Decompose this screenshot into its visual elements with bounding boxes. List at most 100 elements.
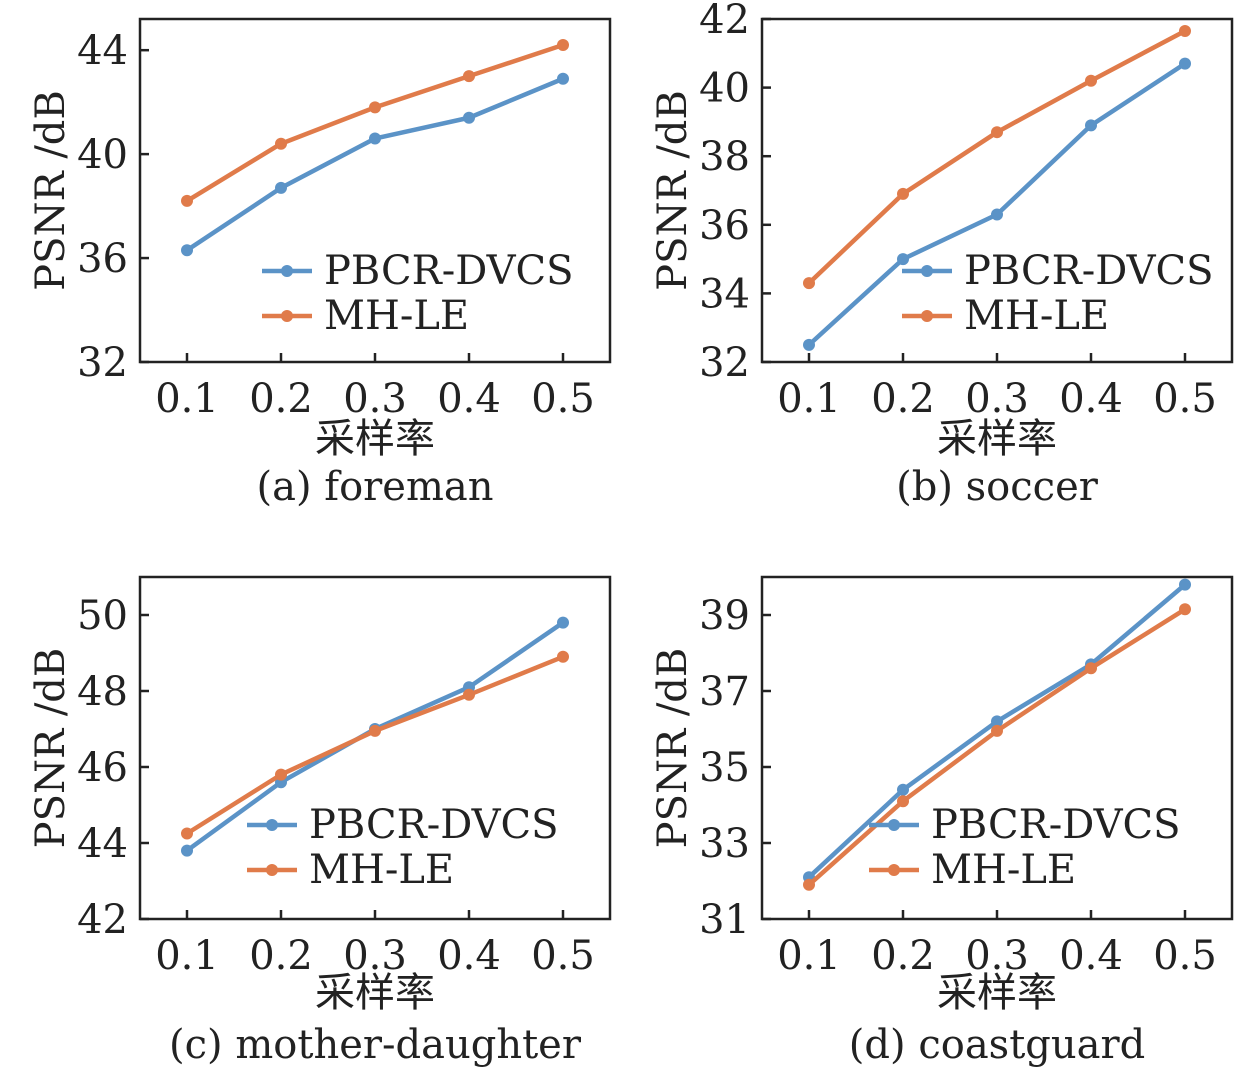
data-point — [803, 277, 815, 290]
data-point — [557, 72, 569, 85]
data-point — [275, 137, 287, 150]
y-tick-label: 38 — [699, 134, 750, 180]
panel-caption: (c) mother-daughter — [169, 1022, 582, 1068]
x-tick-label: 0.3 — [965, 376, 1029, 422]
panel-caption: (d) coastguard — [849, 1022, 1145, 1068]
x-axis-label: 采样率 — [315, 416, 435, 462]
chart-panel-4: 0.1 0.2 0.3 0.4 0.5 31 33 35 37 39 采样率 PSNR /dB PBCR… — [650, 575, 1234, 1068]
y-tick-label: 44 — [77, 821, 128, 867]
y-tick-label: 42 — [699, 0, 750, 43]
data-point — [275, 181, 287, 194]
data-point — [557, 38, 569, 51]
data-point — [181, 827, 193, 840]
data-point — [897, 187, 909, 200]
data-point — [557, 616, 569, 629]
data-point — [181, 194, 193, 207]
data-point — [463, 111, 475, 124]
data-point — [557, 650, 569, 663]
legend-label: PBCR-DVCS — [931, 802, 1181, 848]
data-point — [897, 253, 909, 266]
data-point — [1179, 25, 1191, 38]
y-tick-label: 36 — [77, 236, 128, 282]
x-tick-label: 0.3 — [965, 933, 1029, 979]
data-point — [991, 724, 1003, 737]
data-point — [897, 783, 909, 796]
legend-swatch-marker — [281, 265, 293, 277]
legend-label: MH-LE — [309, 847, 454, 893]
data-point — [803, 878, 815, 891]
x-axis-label: 采样率 — [315, 970, 435, 1016]
y-tick-label: 31 — [699, 897, 750, 943]
data-point — [1179, 578, 1191, 591]
x-tick-label: 0.3 — [343, 376, 407, 422]
y-tick-label: 40 — [77, 132, 128, 178]
y-axis-label: PSNR /dB — [650, 90, 696, 291]
data-point — [369, 724, 381, 737]
x-tick-label: 0.2 — [249, 376, 313, 422]
data-point — [991, 715, 1003, 728]
y-tick-label: 34 — [699, 271, 750, 317]
data-point — [897, 795, 909, 808]
x-tick-label: 0.1 — [155, 933, 219, 979]
y-tick-label: 33 — [699, 821, 750, 867]
x-tick-label: 0.2 — [249, 933, 313, 979]
series-line-mh-le — [806, 28, 1188, 286]
x-tick-label: 0.4 — [437, 933, 501, 979]
legend-swatch-marker — [921, 310, 933, 322]
y-tick-label: 32 — [699, 340, 750, 386]
legend-swatch-marker — [266, 819, 278, 831]
x-tick-label: 0.1 — [155, 376, 219, 422]
data-point — [463, 70, 475, 83]
data-point — [1085, 119, 1097, 132]
legend-label: MH-LE — [931, 847, 1076, 893]
x-tick-label: 0.5 — [531, 933, 595, 979]
x-tick-label: 0.5 — [1153, 933, 1217, 979]
y-tick-label: 44 — [77, 28, 128, 74]
y-tick-label: 36 — [699, 203, 750, 249]
legend-swatch-marker — [888, 819, 900, 831]
legend-swatch-marker — [921, 265, 933, 277]
y-tick-label: 32 — [77, 340, 128, 386]
y-tick-label: 40 — [699, 66, 750, 112]
x-tick-label: 0.4 — [437, 376, 501, 422]
data-point — [181, 844, 193, 857]
x-axis-label: 采样率 — [937, 416, 1057, 462]
legend-label: PBCR-DVCS — [324, 248, 574, 294]
data-point — [1085, 662, 1097, 675]
y-tick-label: 37 — [699, 669, 750, 715]
data-point — [991, 208, 1003, 221]
y-axis-label: PSNR /dB — [28, 648, 74, 849]
data-point — [803, 338, 815, 351]
y-tick-label: 50 — [77, 593, 128, 639]
x-tick-label: 0.4 — [1059, 933, 1123, 979]
legend-label: MH-LE — [324, 293, 469, 339]
y-tick-label: 39 — [699, 593, 750, 639]
legend-swatch-marker — [888, 864, 900, 876]
x-axis-label: 采样率 — [937, 970, 1057, 1016]
series-line-mh-le — [184, 42, 566, 204]
legend-label: PBCR-DVCS — [964, 248, 1214, 294]
y-tick-label: 35 — [699, 745, 750, 791]
y-axis-label: PSNR /dB — [28, 90, 74, 291]
x-tick-label: 0.2 — [871, 376, 935, 422]
data-point — [1085, 74, 1097, 87]
x-tick-label: 0.4 — [1059, 376, 1123, 422]
y-tick-label: 46 — [77, 745, 128, 791]
y-tick-label: 42 — [77, 897, 128, 943]
data-point — [1179, 57, 1191, 70]
panel-caption: (a) foreman — [257, 464, 494, 510]
data-point — [369, 101, 381, 114]
x-tick-label: 0.3 — [343, 933, 407, 979]
x-tick-label: 0.5 — [531, 376, 595, 422]
legend-swatch-marker — [266, 864, 278, 876]
legend-swatch-marker — [281, 310, 293, 322]
data-point — [275, 768, 287, 781]
chart-panel-2: 0.1 0.2 0.3 0.4 0.5 32 34 36 38 40 42 采样率 PSNR /dB PB… — [650, 0, 1234, 510]
data-point — [369, 132, 381, 145]
x-tick-label: 0.2 — [871, 933, 935, 979]
panel-caption: (b) soccer — [896, 464, 1099, 510]
x-tick-label: 0.5 — [1153, 376, 1217, 422]
data-point — [463, 688, 475, 701]
